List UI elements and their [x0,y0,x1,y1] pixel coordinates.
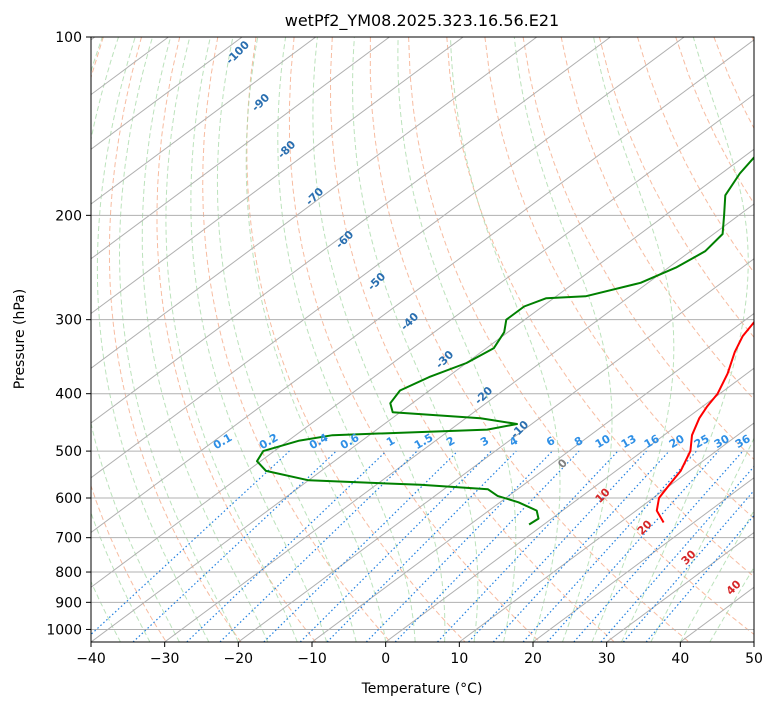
dry-adiabat-line [446,37,754,578]
moist-adiabat-line [165,37,298,642]
dry-adiabat-line [202,37,391,642]
isotherm-line [606,531,754,642]
mixing-ratio-line [132,450,337,642]
dry-adiabat-line [156,37,317,642]
isotherm-line [91,39,754,534]
isotherm-line [91,37,685,479]
grid-lines [91,37,754,642]
x-tick-label: −40 [76,651,106,667]
y-tick-label: 900 [55,595,82,611]
isotherm-line [459,422,754,642]
isotherm-line [238,258,754,642]
x-axis-label: Temperature (°C) [361,681,483,697]
chart-title: wetPf2_YM08.2025.323.16.56.E21 [285,11,559,31]
dewpoint-profile-line [256,155,754,526]
dry-adiabat-line [560,37,754,400]
moist-adiabat-line [709,566,754,642]
isotherm-line [311,312,754,642]
dry-adiabat-line [369,37,690,642]
x-tick-label: 20 [524,651,542,667]
mixing-ratio-line [573,450,744,642]
mixing-ratio-line [365,450,553,642]
x-tick-label: −20 [224,651,254,667]
x-tick-label: −10 [297,651,327,667]
x-tick-label: 30 [598,651,616,667]
y-tick-label: 400 [55,387,82,403]
y-tick-label: 200 [55,208,82,224]
mixing-ratio-line [492,450,670,642]
isotherm-line [532,477,754,642]
dry-adiabat-line [246,37,466,642]
mixing-ratio-line [468,450,647,642]
isotherm-line [91,148,754,642]
y-tick-label: 100 [55,30,82,46]
isotherm-line [164,203,754,642]
moist-adiabat-line [312,37,446,642]
isotherm-line [91,93,754,588]
moist-adiabat-line [620,37,749,642]
x-tick-label: 50 [745,651,763,667]
y-tick-label: 1000 [46,622,82,638]
x-tick-label: 10 [450,651,468,667]
mixing-ratio-line [91,450,290,636]
dry-adiabat-line [108,37,242,642]
x-tick-label: 0 [381,651,390,667]
temperature-profile-line [655,320,754,523]
moist-adiabat-line [245,37,387,642]
y-tick-label: 700 [55,531,82,547]
mixing-ratio-line [263,450,459,642]
mixing-ratio-line [394,450,580,642]
mixing-ratio-line [546,450,720,642]
moist-adiabat-line [397,37,517,642]
y-tick-label: 500 [55,444,82,460]
moist-adiabat-line [513,37,613,642]
dry-adiabat-line [288,37,541,642]
plot-frame [90,36,755,643]
y-tick-label: 300 [55,313,82,329]
isotherm-line [91,37,464,315]
moist-adiabat-line [679,509,754,642]
sounding-profiles [256,155,754,526]
isotherm-line [91,37,538,369]
dry-adiabat-line [484,37,754,520]
moist-adiabat-line [119,37,239,642]
x-tick-label: 40 [671,651,689,667]
moist-adiabat-line [190,37,328,642]
axes: −40 −30 −20 −10 0 10 20 30 40 50 100 200 300 400 500 60… [46,30,763,667]
moist-adiabat-line [216,37,357,642]
mixing-ratio-line [522,450,697,642]
y-tick-label: 800 [55,565,82,581]
isotherm-line [91,37,243,150]
isotherm-line [91,37,390,260]
moist-adiabat-line [96,37,210,642]
x-tick-label: −30 [150,651,180,667]
y-axis-label: Pressure (hPa) [12,289,28,389]
mixing-ratio-line [299,450,492,642]
moist-adiabat-line [450,37,561,642]
isotherm-line [91,37,611,424]
moist-adiabat-line [91,37,180,642]
mixing-ratio-line [326,450,517,642]
y-tick-label: 600 [55,491,82,507]
isotherm-line [385,367,754,642]
moist-adiabat-line [141,37,269,642]
isotherm-line [91,37,317,205]
mixing-ratio-line [645,514,754,642]
